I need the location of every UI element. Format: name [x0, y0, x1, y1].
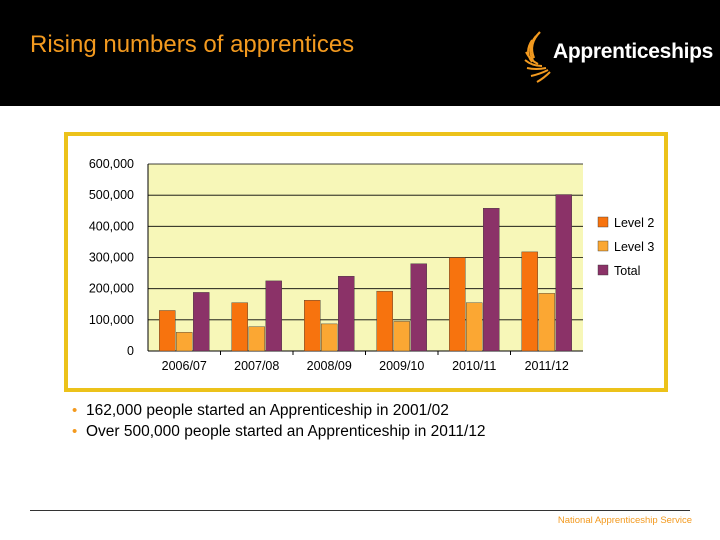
bar-level-2	[376, 290, 393, 352]
bar-level-3	[248, 326, 265, 352]
chart-frame: 0 100,000 200,000 300,000 400,000 500,000 600,…	[64, 132, 668, 392]
y-tick-label: 500,000	[89, 188, 134, 202]
bullet-item: • Over 500,000 people started an Apprenti…	[72, 421, 486, 442]
bar-level-2	[521, 251, 538, 352]
bar-level-3	[321, 323, 338, 352]
footer-text: National Apprenticeship Service	[557, 515, 692, 526]
bullet-text: Over 500,000 people started an Apprentic…	[86, 423, 486, 440]
legend-swatch	[597, 264, 609, 276]
bar-total	[193, 292, 210, 352]
y-tick-label: 100,000	[89, 313, 134, 327]
logo-swirl-icon	[524, 31, 551, 83]
bar-level-2	[231, 302, 248, 352]
x-tick-label: 2007/08	[234, 359, 279, 373]
y-tick-label: 400,000	[89, 219, 134, 233]
bar-level-3	[466, 302, 483, 352]
legend-swatch	[597, 240, 609, 252]
bar-level-2	[304, 299, 321, 352]
x-tick-label: 2011/12	[525, 359, 569, 373]
x-tick-label: 2009/10	[379, 359, 424, 373]
bar-level-2	[159, 310, 176, 352]
apprenticeships-logo: Apprenticeships	[522, 30, 713, 86]
footer-divider	[30, 510, 690, 511]
x-tick-label: 2006/07	[162, 359, 207, 373]
legend-label: Level 3	[614, 240, 654, 254]
bar-level-3	[176, 332, 193, 352]
bar-total	[265, 280, 282, 352]
legend-label: Level 2	[614, 216, 654, 230]
bar-level-2	[449, 257, 466, 352]
y-tick-label: 600,000	[89, 157, 134, 171]
bar-total	[410, 263, 427, 352]
legend-label: Total	[614, 264, 640, 278]
y-tick-label: 300,000	[89, 251, 134, 265]
bullet-dot-icon: •	[72, 423, 78, 440]
y-tick-label: 200,000	[89, 282, 134, 296]
bar-total	[338, 275, 355, 352]
logo-text: Apprenticeships	[553, 40, 714, 63]
x-tick-label: 2008/09	[307, 359, 352, 373]
bar-total	[555, 194, 572, 352]
x-tick-label: 2010/11	[452, 359, 496, 373]
slide-title: Rising numbers of apprentices	[30, 31, 355, 58]
bar-level-3	[538, 293, 555, 352]
header-bar: Rising numbers of apprentices Apprentice…	[0, 0, 720, 106]
bar-chart: 0 100,000 200,000 300,000 400,000 500,000 600,…	[89, 157, 655, 373]
bullet-dot-icon: •	[72, 402, 78, 419]
bullet-item: • 162,000 people started an Apprenticeshi…	[72, 400, 486, 421]
bar-level-3	[393, 321, 410, 352]
bullet-list: • 162,000 people started an Apprenticeshi…	[72, 400, 486, 442]
bar-total	[483, 208, 500, 352]
y-tick-label: 0	[127, 344, 134, 358]
legend-swatch	[597, 216, 609, 228]
bullet-text: 162,000 people started an Apprenticeship…	[86, 402, 449, 419]
